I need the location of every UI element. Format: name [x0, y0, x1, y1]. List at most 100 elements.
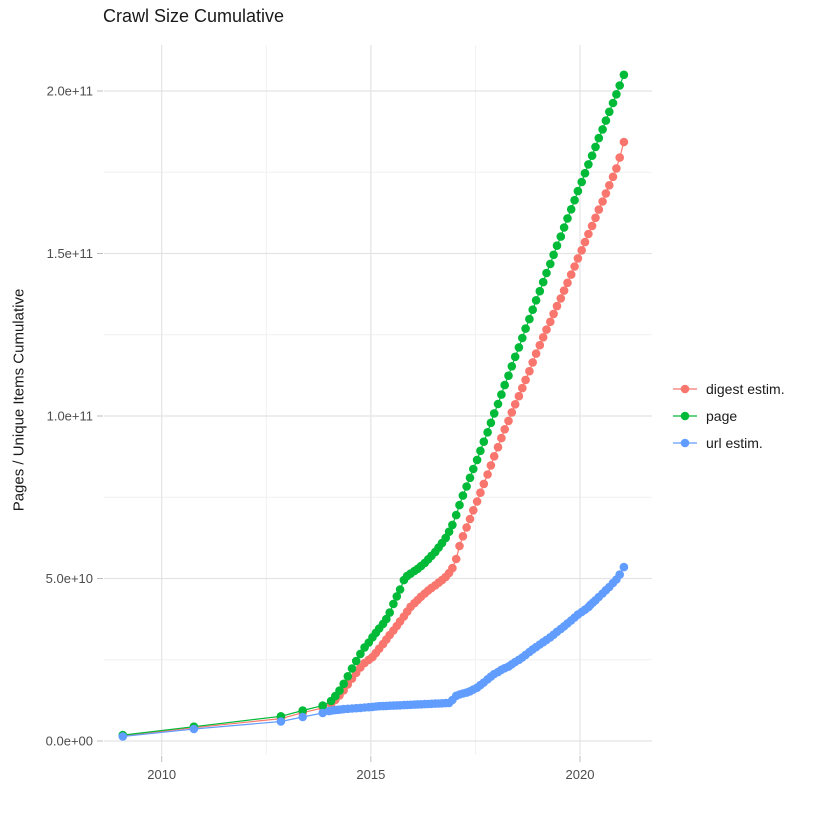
y-tick-label: 1.0e+11	[47, 409, 93, 424]
y-tick-label: 5.0e+10	[46, 571, 93, 586]
data-point	[489, 452, 499, 461]
data-point	[510, 400, 520, 409]
legend-item-page: page	[672, 408, 785, 424]
legend-label: page	[706, 408, 738, 424]
series-line-digest-estim	[122, 141, 625, 737]
legend-key-url-estim-icon	[673, 438, 697, 448]
series-page	[118, 70, 629, 740]
series-url-estim	[118, 562, 629, 741]
x-tick-label: 2020	[566, 767, 595, 782]
data-point	[556, 232, 566, 241]
data-point	[521, 375, 530, 385]
axis-ticks	[97, 90, 581, 762]
data-point	[598, 197, 607, 206]
data-point	[594, 133, 604, 143]
y-tick-label: 0.0e+00	[46, 734, 93, 749]
data-point	[462, 482, 471, 491]
data-point	[573, 254, 583, 263]
data-point	[395, 585, 405, 594]
data-point	[549, 250, 558, 260]
data-point	[514, 343, 524, 352]
data-point	[356, 649, 365, 659]
data-point	[587, 151, 597, 160]
data-point	[535, 340, 545, 350]
data-point	[580, 237, 590, 247]
data-point	[118, 732, 128, 741]
data-point	[619, 137, 629, 147]
data-point	[392, 592, 402, 601]
data-point	[546, 317, 555, 327]
data-point	[615, 570, 624, 579]
x-axis-tick-labels: 2010 2015 2020	[147, 767, 594, 782]
data-point	[189, 724, 199, 734]
data-point	[455, 541, 464, 551]
data-point	[476, 446, 485, 456]
data-point	[510, 352, 520, 362]
data-point	[500, 380, 510, 390]
data-point	[577, 177, 586, 187]
data-point	[469, 464, 478, 474]
data-point	[542, 325, 551, 334]
data-point	[507, 362, 517, 371]
data-point	[612, 164, 621, 173]
data-point	[605, 181, 614, 190]
data-point	[483, 428, 492, 437]
x-tick-label: 2015	[356, 767, 385, 782]
data-point	[489, 409, 499, 418]
data-point	[615, 81, 624, 90]
data-point	[612, 90, 621, 99]
data-point	[521, 324, 530, 333]
legend-key-page-icon	[673, 411, 697, 421]
data-point	[601, 116, 611, 125]
legend-key-digest-estim-icon	[673, 384, 697, 394]
data-point	[497, 390, 506, 399]
data-point	[559, 223, 569, 232]
data-point	[584, 229, 593, 239]
data-point	[486, 461, 496, 470]
data-point	[518, 333, 527, 343]
data-point	[594, 205, 604, 214]
data-point	[587, 221, 597, 231]
data-point	[531, 296, 541, 305]
data-point	[276, 717, 286, 726]
data-point	[504, 416, 513, 426]
data-point	[535, 286, 545, 296]
data-point	[619, 562, 629, 572]
data-point	[566, 205, 576, 214]
legend: digest estim. page url estim.	[672, 381, 785, 462]
data-point	[525, 366, 534, 376]
data-point	[580, 168, 590, 178]
data-point	[598, 125, 607, 134]
data-point	[549, 309, 558, 319]
data-point	[448, 563, 457, 573]
data-point	[479, 479, 489, 489]
data-point	[335, 686, 344, 695]
data-point	[615, 153, 624, 162]
data-point	[497, 433, 506, 443]
data-point	[507, 408, 517, 417]
data-point	[472, 497, 482, 506]
data-point	[318, 701, 328, 710]
data-point	[531, 349, 541, 358]
gridlines-minor	[104, 45, 652, 755]
data-point	[351, 656, 361, 666]
data-point	[546, 259, 555, 269]
data-point	[486, 418, 496, 428]
data-point	[552, 301, 562, 311]
data-point	[458, 491, 468, 500]
data-point	[573, 186, 583, 196]
data-point	[570, 195, 579, 205]
data-point	[563, 278, 572, 288]
data-point	[538, 277, 548, 287]
data-point	[552, 241, 562, 250]
data-point	[591, 213, 600, 223]
data-point	[347, 664, 357, 673]
data-point	[465, 473, 475, 483]
data-point	[465, 514, 475, 524]
data-point	[528, 358, 537, 367]
data-point	[458, 532, 468, 541]
data-point	[518, 383, 527, 393]
y-axis-tick-labels: 0.0e+00 5.0e+10 1.0e+11 1.5e+11 2.0e+11	[46, 84, 93, 749]
data-point	[455, 500, 464, 510]
